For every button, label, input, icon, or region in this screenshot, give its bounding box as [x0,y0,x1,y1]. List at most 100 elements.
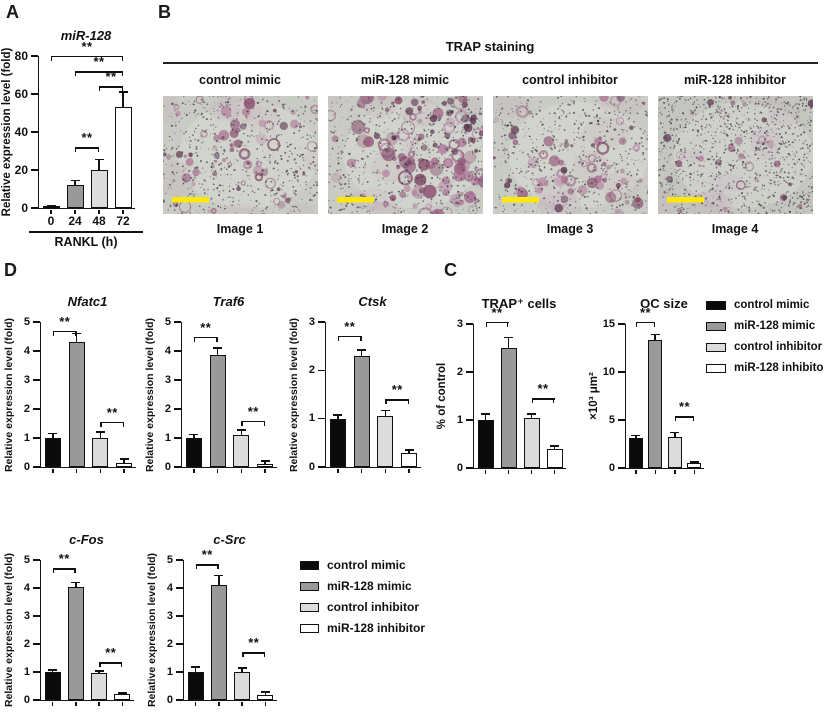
scale-bar [667,197,704,203]
y-tick-label: 1 [166,665,173,678]
error-bar [240,429,243,436]
chart-mir-128: miR-128 Relative expression level (fold)… [0,16,175,266]
significance-stars: ** [639,305,652,321]
y-tick [176,699,183,701]
legend-item: control mimic [706,298,824,312]
y-tick-label: 20 [14,162,28,177]
y-tick [33,437,40,439]
y-tick [318,369,325,372]
y-tick-label: 5 [608,413,615,426]
significance-stars: ** [201,547,213,563]
x-tick [241,702,243,706]
sig-bracket-end [75,147,77,153]
y-tick [466,323,473,325]
legend-swatch-mir128-inhibitor [706,363,726,373]
y-tick-label: 0 [21,200,28,215]
y-tick [318,466,325,468]
y-axis-label: Relative expression level (fold) [146,552,158,708]
significance-stars: ** [391,382,403,398]
significance-stars: ** [106,405,118,421]
y-tick-label: 1 [23,431,30,444]
error-bar-cap [117,692,127,694]
y-tick [33,587,40,589]
sig-bracket-end [385,399,387,405]
trap-micrograph-4 [658,96,813,214]
y-tick [176,587,183,589]
error-bar-cap [119,458,129,460]
sig-bracket-end [674,416,677,422]
y-tick [33,671,40,673]
error-bar-cap [72,332,82,335]
significance-stars: ** [537,381,549,397]
sig-bracket-end [531,398,533,404]
y-tick [33,350,40,352]
error-bar-cap [237,667,247,669]
scale-bar [172,197,209,203]
error-bar-cap [118,91,128,93]
bar [42,206,60,210]
error-bar [634,435,637,439]
legend-item-label: control inhibitor [734,341,823,353]
sig-bracket [51,56,123,58]
x-tick [264,469,266,473]
y-axis-label: Relative expression level (fold) [288,317,300,472]
y-tick [618,371,625,373]
bar [44,438,61,467]
bar [667,437,682,468]
sig-bracket-end [120,662,123,668]
error-bar [218,575,220,586]
bar [114,107,132,208]
y-tick [176,643,183,645]
sig-bracket-end [51,56,53,61]
x-tick [51,702,54,706]
error-bar-cap [48,668,58,671]
y-tick [174,466,181,468]
legend-swatch-control-mimic [706,300,726,310]
bar [44,672,61,700]
significance-stars: ** [678,399,691,415]
sig-bracket-end [242,652,244,658]
sig-bracket-end [121,71,123,77]
error-bar-cap [70,179,80,182]
y-tick-label: 3 [308,315,315,328]
bar [91,672,108,700]
bar [500,348,517,468]
y-tick-label: 1 [164,431,171,444]
y-tick [174,350,181,352]
x-tick [122,210,124,214]
chart-nfatc1: Nfatc1 Relative expression level (fold) … [0,262,150,487]
y-tick [176,615,183,617]
bar [233,435,250,467]
sig-bracket-end [74,568,76,574]
bar [546,448,563,468]
chart-title: c-Fos [69,532,104,547]
sig-bracket [635,322,656,324]
scale-bar [502,197,539,203]
legend-item-label: miR-128 inhibitor [734,362,824,374]
y-tick-label: 4 [23,581,30,594]
x-tick [50,210,52,214]
plot-area: 0 1 2 3 4 5 ** ** [167,547,277,706]
error-bar [216,348,219,356]
significance-stars: ** [248,635,260,651]
y-tick-label: 1 [23,665,30,678]
error-bar-cap [94,670,104,672]
column-label-control-mimic: control mimic [199,73,281,87]
legend-item-label: miR-128 inhibitor [327,621,426,635]
sig-bracket-end [635,322,638,328]
significance-stars: ** [491,304,503,320]
y-tick-label: 2 [166,637,173,650]
sig-bracket [241,420,266,422]
y-tick [33,379,40,381]
error-bar [553,445,556,449]
x-tick [507,470,510,474]
y-tick [176,559,183,561]
legend-item: miR-128 inhibitor [706,361,824,375]
error-bar [507,337,510,348]
x-tick [654,470,656,474]
bar [477,420,494,468]
significance-stars: ** [93,54,105,70]
sig-bracket-end [241,420,243,426]
y-tick [33,466,40,468]
sig-bracket-end [99,662,101,668]
